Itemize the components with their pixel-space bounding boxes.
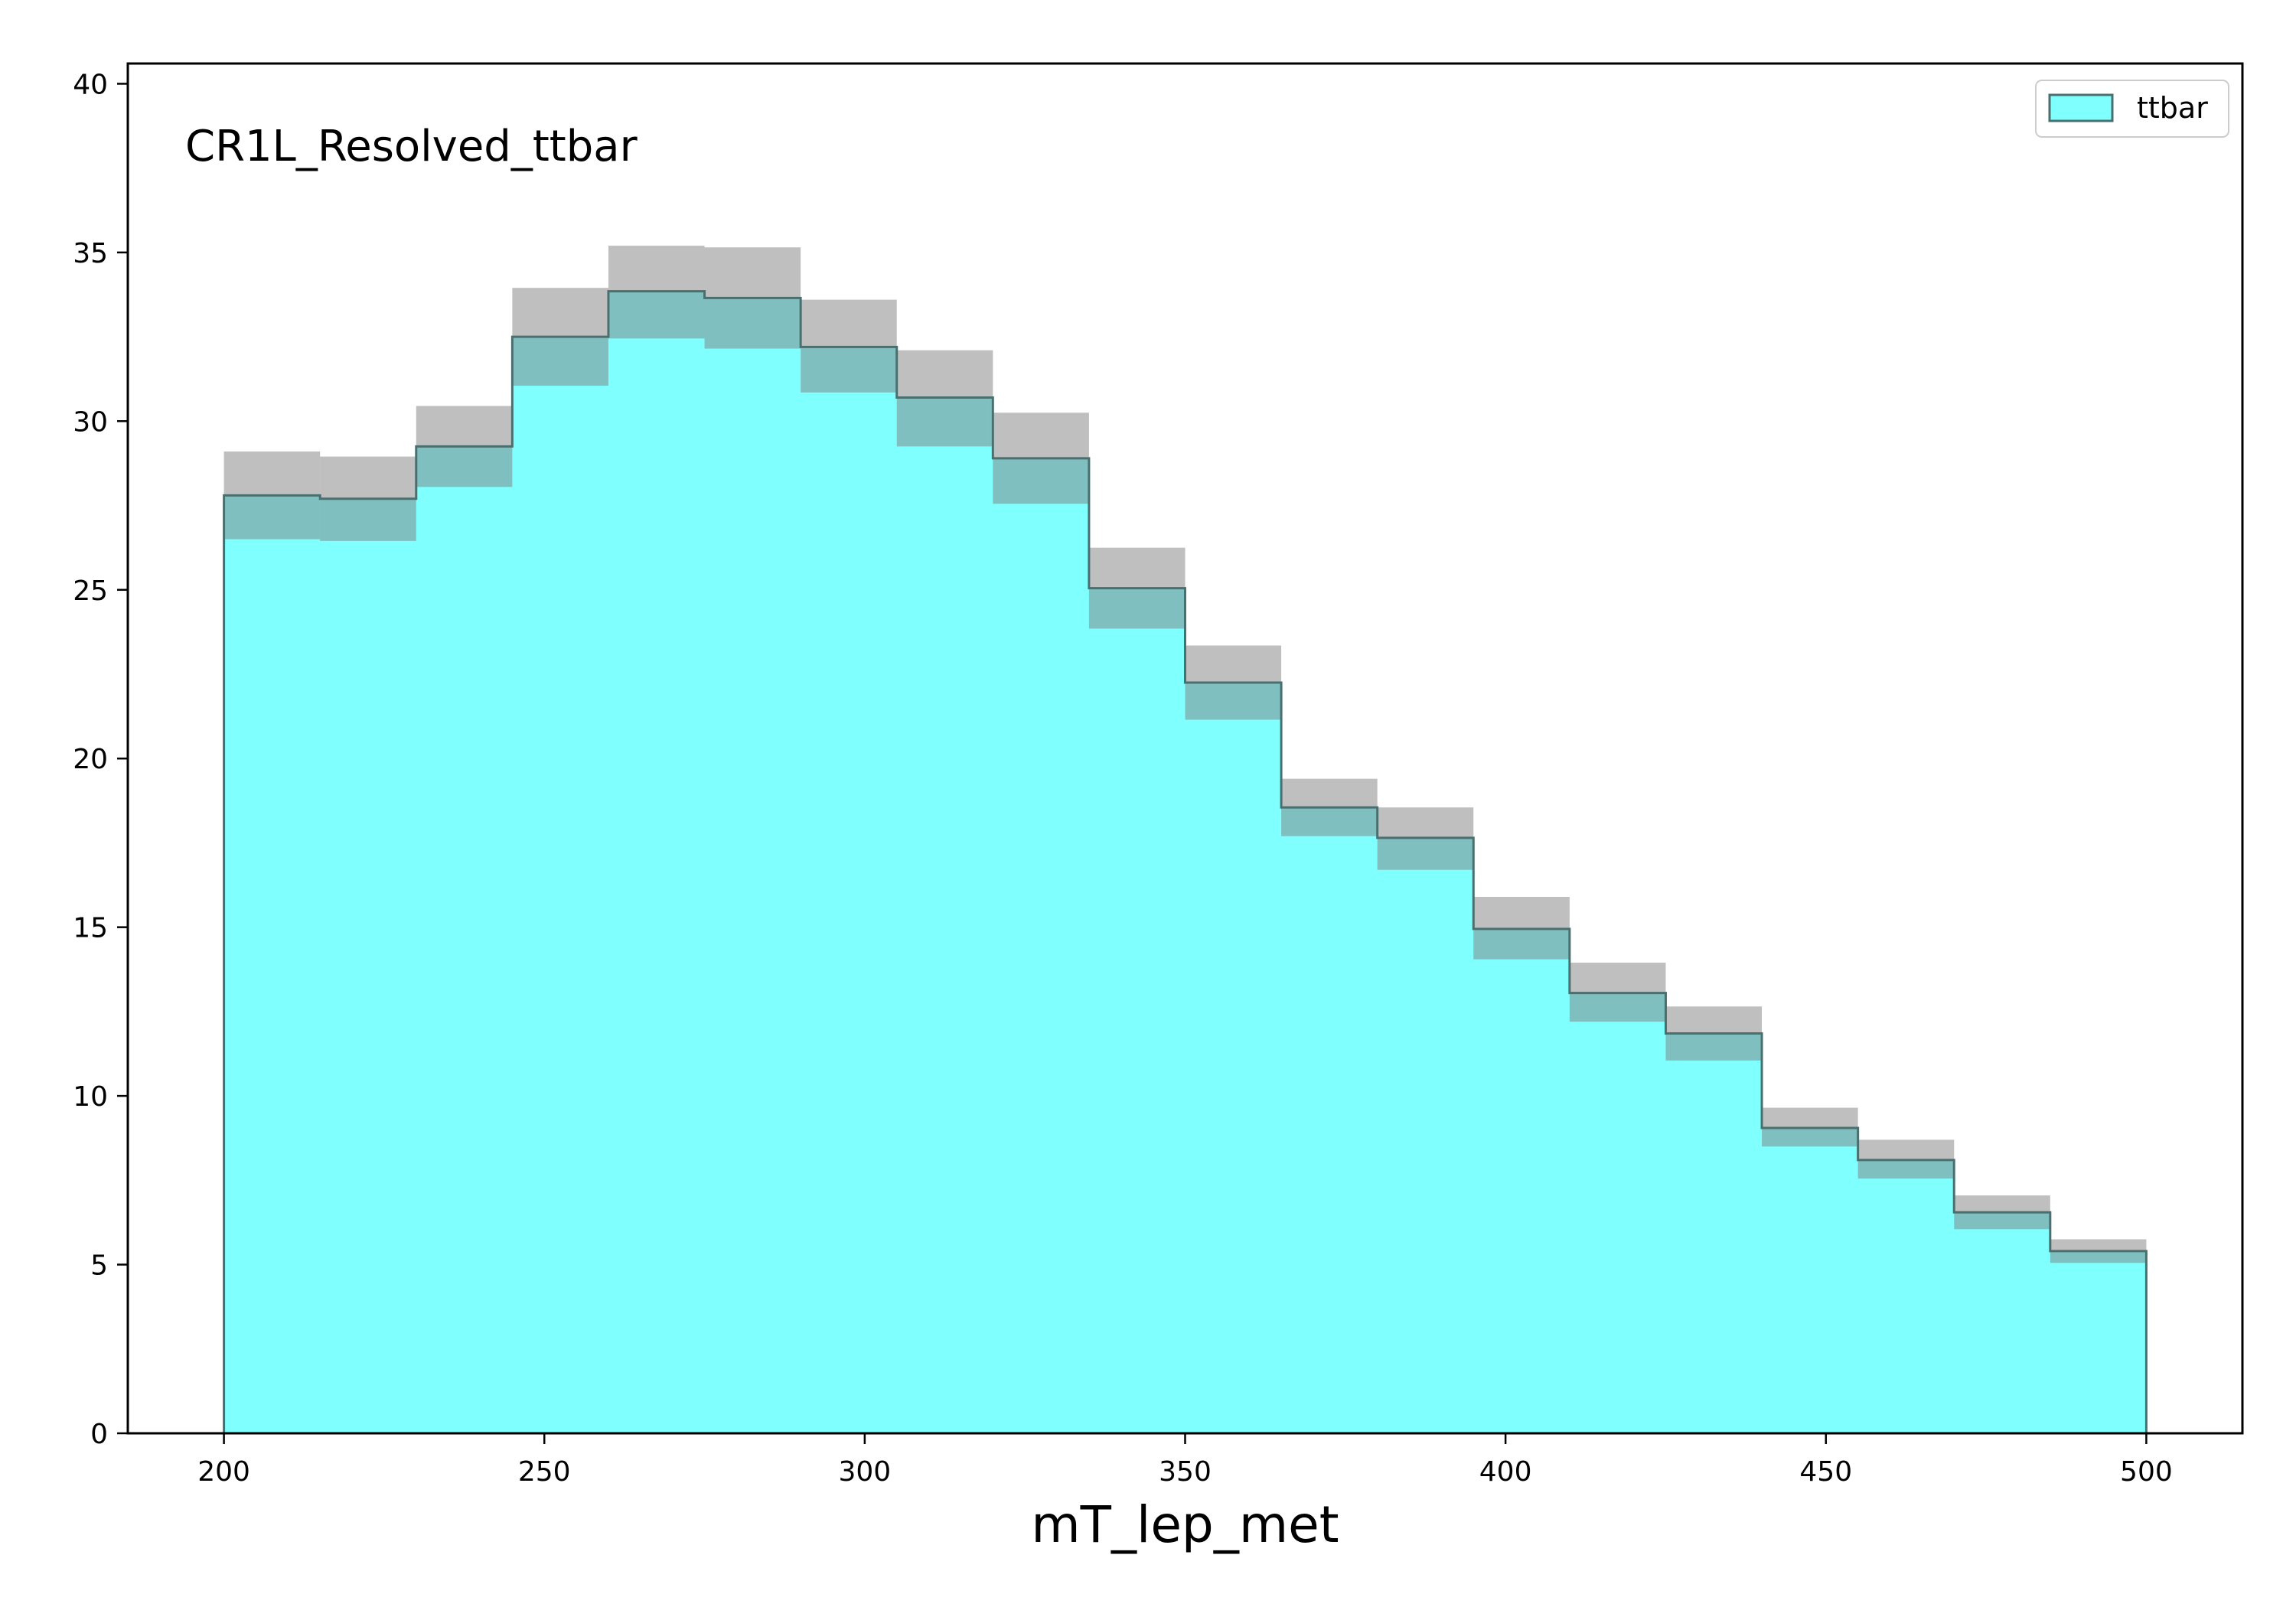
histogram-bar-2 — [416, 446, 513, 1433]
x-tick-label-1: 250 — [518, 1456, 571, 1488]
y-tick-label-2: 10 — [73, 1081, 108, 1113]
x-tick-label-2: 300 — [839, 1456, 892, 1488]
histogram-bar-12 — [1377, 837, 1474, 1433]
histogram-bar-16 — [1762, 1127, 1859, 1433]
histogram-bar-1 — [320, 498, 417, 1433]
histogram-bar-17 — [1857, 1159, 1955, 1433]
histogram-bar-15 — [1665, 1033, 1763, 1433]
histogram-bar-11 — [1281, 807, 1378, 1433]
histogram-bar-7 — [896, 397, 993, 1434]
legend-label-ttbar: ttbar — [2137, 91, 2208, 125]
histogram-bar-6 — [801, 347, 898, 1433]
y-tick-label-0: 0 — [90, 1419, 108, 1450]
legend: ttbar — [2035, 80, 2229, 138]
region-annotation: CR1L_Resolved_ttbar — [185, 122, 638, 171]
x-tick-label-4: 400 — [1479, 1456, 1532, 1488]
x-tick-label-5: 450 — [1799, 1456, 1852, 1488]
histogram-bar-0 — [223, 495, 321, 1433]
x-tick-label-6: 500 — [2120, 1456, 2173, 1488]
x-axis-title: mT_lep_met — [1031, 1495, 1339, 1554]
histogram-bar-14 — [1569, 993, 1667, 1433]
x-axis-ticks: 200 250 300 350 400 450 500 — [197, 1433, 2173, 1488]
y-tick-label-1: 5 — [90, 1250, 108, 1282]
histogram-bar-13 — [1473, 928, 1570, 1433]
y-tick-label-7: 35 — [73, 238, 108, 269]
histogram-bar-19 — [2050, 1250, 2148, 1433]
legend-swatch-ttbar — [2048, 93, 2114, 122]
histogram-bar-8 — [993, 458, 1090, 1434]
histogram-bar-4 — [608, 291, 706, 1433]
x-tick-label-3: 350 — [1159, 1456, 1212, 1488]
y-tick-label-6: 30 — [73, 406, 108, 438]
histogram-step-line — [223, 290, 2148, 1433]
histogram-bar-18 — [1954, 1212, 2051, 1433]
histogram-bar-10 — [1185, 683, 1282, 1433]
y-tick-label-3: 15 — [73, 913, 108, 944]
y-tick-label-5: 25 — [73, 575, 108, 607]
histogram-bar-9 — [1088, 588, 1186, 1433]
y-tick-label-4: 20 — [73, 744, 108, 775]
plot-area — [223, 291, 2148, 1434]
y-tick-label-8: 40 — [73, 69, 108, 100]
histogram-bar-3 — [512, 337, 609, 1434]
histogram-bar-5 — [704, 298, 801, 1433]
histogram-outline — [223, 290, 2148, 1433]
y-axis-ticks: 0 5 10 15 20 25 30 35 40 — [73, 69, 128, 1450]
x-tick-label-0: 200 — [197, 1456, 250, 1488]
